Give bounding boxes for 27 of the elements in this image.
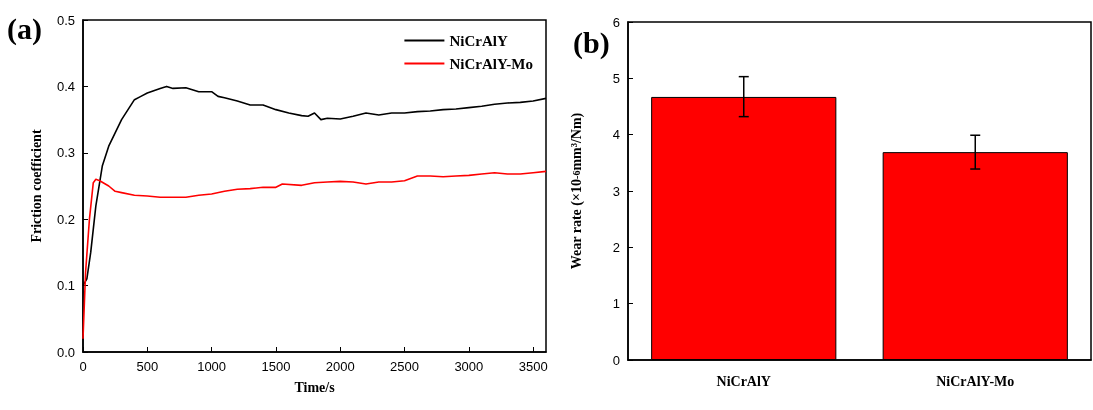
legend-label: NiCrAlY (449, 32, 508, 49)
x-tick-label: 2500 (390, 359, 419, 374)
x-tick-label: 3500 (518, 359, 548, 374)
y-axis-title: Friction coefficient (28, 129, 44, 243)
y-tick-label: 1 (612, 296, 620, 312)
y-tick-label: 0.3 (56, 145, 75, 161)
y-tick-label: 6 (612, 14, 620, 30)
x-tick-label: 500 (136, 359, 159, 374)
legend-label: NiCrAlY-Mo (449, 55, 534, 72)
x-tick-label: 2000 (325, 359, 355, 374)
chart-title: (a) (7, 11, 42, 46)
y-tick-label: 4 (612, 127, 620, 143)
y-tick-label: 2 (612, 239, 620, 255)
y-tick-label: 0.0 (56, 344, 75, 360)
y-tick-label: 0.1 (56, 278, 75, 294)
y-tick-label: 0.2 (56, 211, 75, 227)
x-tick-label: 3000 (454, 359, 484, 374)
x-tick-label: 1500 (261, 359, 291, 374)
chart-title: (b) (573, 25, 610, 60)
y-tick-label: 5 (612, 70, 620, 86)
y-tick-label: 0.5 (56, 12, 75, 28)
y-tick-label: 0.4 (56, 78, 75, 94)
y-tick-label: 3 (612, 183, 620, 199)
x-tick-label: 0 (79, 359, 87, 374)
x-axis-title: Time/s (294, 379, 336, 395)
x-tick-label: 1000 (197, 359, 227, 374)
line-series (82, 170, 547, 340)
